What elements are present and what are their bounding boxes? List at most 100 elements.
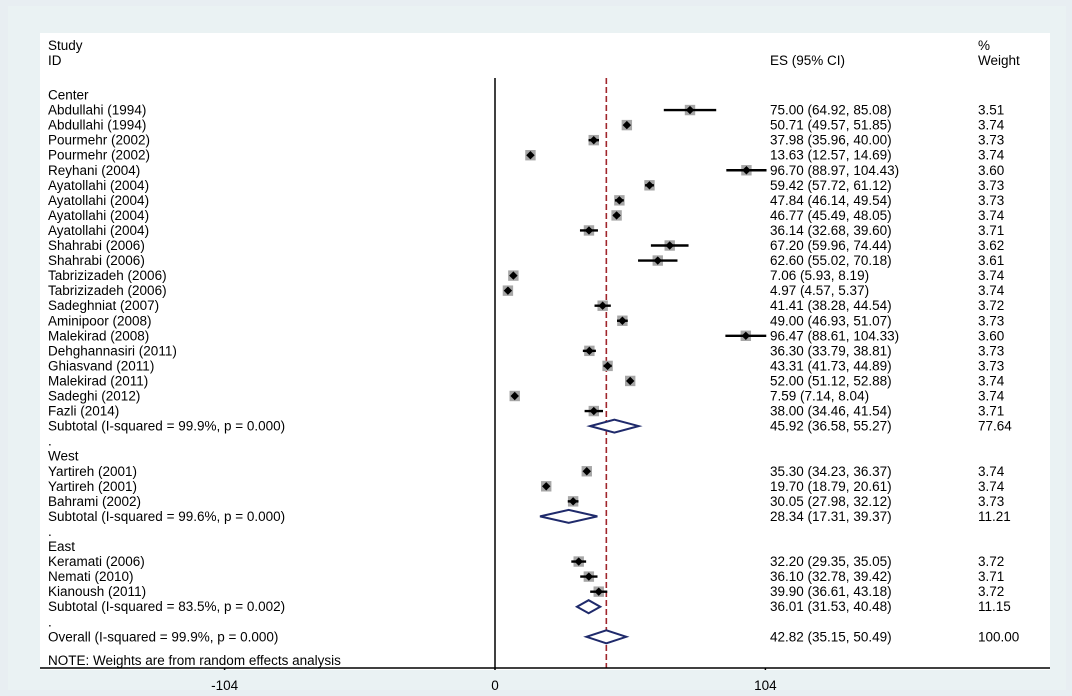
row-label: Pourmehr (2002): [48, 148, 150, 163]
row-es-ci: 62.60 (55.02, 70.18): [770, 253, 892, 268]
point-estimate: [503, 286, 513, 295]
row-weight: 3.73: [978, 313, 1004, 328]
row-weight: 3.73: [978, 133, 1004, 148]
row-label: Malekirad (2011): [48, 373, 148, 388]
row-es-ci: 43.31 (41.73, 44.89): [770, 358, 892, 373]
row-weight: 3.60: [978, 328, 1004, 343]
point-estimate: [622, 120, 632, 130]
row-label: Sadeghi (2012): [48, 389, 140, 404]
point-estimate: [589, 406, 598, 416]
point-estimate: [653, 256, 662, 265]
row-label: Tabrizizadeh (2006): [48, 283, 167, 298]
subtotal-diamond: [574, 599, 603, 615]
row-es-ci: 35.30 (34.23, 36.37): [770, 464, 892, 479]
point-estimate: [742, 166, 751, 175]
row-label: Ayatollahi (2004): [48, 178, 149, 193]
row-weight: 3.51: [978, 103, 1004, 118]
row-es-ci: 7.59 (7.14, 8.04): [770, 389, 869, 404]
row-weight: 3.74: [978, 464, 1005, 479]
row-es-ci: 47.84 (46.14, 49.54): [770, 193, 892, 208]
row-label: Tabrizizadeh (2006): [48, 268, 167, 283]
subtotal-diamond: [539, 508, 598, 524]
point-estimate: [594, 587, 603, 596]
row-weight: 3.73: [978, 193, 1004, 208]
point-estimate: [615, 196, 624, 205]
x-tick-label: 104: [754, 678, 777, 690]
row-es-ci: 36.30 (33.79, 38.81): [770, 343, 892, 358]
row-weight: 3.74: [978, 118, 1005, 133]
row-label: Ghiasvand (2011): [48, 358, 154, 373]
point-estimate: [665, 241, 674, 250]
point-estimate: [685, 105, 695, 115]
row-weight: 77.64: [978, 419, 1012, 434]
x-tick-label: -104: [211, 678, 239, 690]
row-weight: 3.72: [978, 298, 1004, 313]
row-es-ci: 50.71 (49.57, 51.85): [770, 118, 892, 133]
row-es-ci: 75.00 (64.92, 85.08): [770, 103, 892, 118]
row-es-ci: 4.97 (4.57, 5.37): [770, 283, 869, 298]
row-es-ci: 19.70 (18.79, 20.61): [770, 479, 892, 494]
row-es-ci: 96.47 (88.61, 104.33): [770, 328, 899, 343]
row-label: Abdullahi (1994): [48, 118, 146, 133]
row-label: Subtotal (I-squared = 83.5%, p = 0.002): [48, 599, 285, 614]
subtotal-diamond: [586, 418, 643, 434]
header-percent: %: [978, 38, 990, 53]
row-weight: 3.74: [978, 268, 1005, 283]
header-es: ES (95% CI): [770, 53, 845, 68]
row-label: Pourmehr (2002): [48, 133, 150, 148]
row-es-ci: 67.20 (59.96, 74.44): [770, 238, 892, 253]
row-es-ci: 30.05 (27.98, 32.12): [770, 494, 892, 509]
row-label: Keramati (2006): [48, 554, 145, 569]
row-weight: 3.72: [978, 584, 1004, 599]
row-label: Dehghannasiri (2011): [48, 343, 177, 358]
point-estimate: [585, 346, 594, 356]
row-label: Nemati (2010): [48, 569, 134, 584]
row-weight: 11.21: [978, 509, 1011, 524]
row-weight: 3.74: [978, 283, 1005, 298]
row-es-ci: 41.41 (38.28, 44.54): [770, 298, 892, 313]
row-label: .: [48, 524, 52, 539]
row-es-ci: 36.10 (32.78, 39.42): [770, 569, 892, 584]
row-es-ci: 39.90 (36.61, 43.18): [770, 584, 892, 599]
row-es-ci: 28.34 (17.31, 39.37): [770, 509, 892, 524]
point-estimate: [510, 391, 519, 401]
row-weight: 3.73: [978, 178, 1004, 193]
row-weight: 3.71: [978, 404, 1004, 419]
point-estimate: [584, 572, 594, 581]
point-estimate: [574, 557, 583, 566]
marks-layer: [502, 104, 767, 645]
row-label: Abdullahi (1994): [48, 103, 146, 118]
row-label: Overall (I-squared = 99.9%, p = 0.000): [48, 629, 278, 644]
row-label: Subtotal (I-squared = 99.9%, p = 0.000): [48, 419, 285, 434]
row-label: Yartireh (2001): [48, 479, 137, 494]
point-estimate: [626, 376, 635, 386]
row-weight: 3.74: [978, 389, 1005, 404]
row-weight: 3.74: [978, 208, 1005, 223]
point-estimate: [598, 301, 607, 310]
forest-plot: Study ID ES (95% CI) % Weight CenterAbdu…: [40, 38, 1050, 670]
row-label: .: [48, 434, 52, 449]
overall-diamond: [583, 629, 630, 645]
row-weight: 3.72: [978, 554, 1004, 569]
row-label: Reyhani (2004): [48, 163, 140, 178]
row-weight: 3.73: [978, 358, 1004, 373]
point-estimate: [526, 151, 535, 160]
point-estimate: [509, 271, 518, 280]
row-label: Aminipoor (2008): [48, 313, 152, 328]
row-label: Subtotal (I-squared = 99.6%, p = 0.000): [48, 509, 285, 524]
row-weight: 3.73: [978, 494, 1004, 509]
row-label: Malekirad (2008): [48, 328, 149, 343]
row-label: Fazli (2014): [48, 404, 119, 419]
row-weight: 3.60: [978, 163, 1004, 178]
row-es-ci: 96.70 (88.97, 104.43): [770, 163, 899, 178]
row-es-ci: 37.98 (35.96, 40.00): [770, 133, 892, 148]
point-estimate: [589, 135, 598, 145]
point-estimate: [542, 482, 551, 491]
row-es-ci: 46.77 (45.49, 48.05): [770, 208, 892, 223]
point-estimate: [612, 211, 621, 220]
row-weight: 3.71: [978, 569, 1004, 584]
row-es-ci: 38.00 (34.46, 41.54): [770, 404, 892, 419]
point-estimate: [584, 226, 594, 235]
point-estimate: [568, 497, 578, 506]
